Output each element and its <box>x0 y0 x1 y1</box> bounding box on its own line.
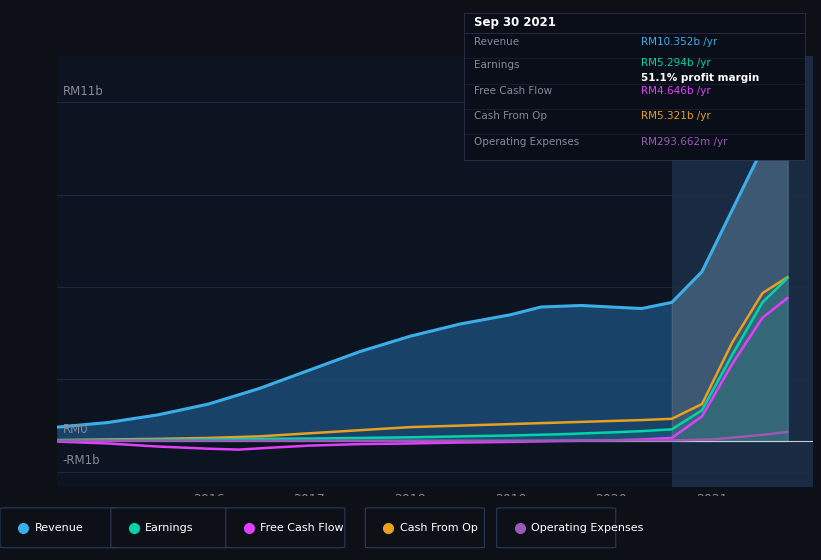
Text: RM5.294b /yr: RM5.294b /yr <box>641 58 711 68</box>
FancyBboxPatch shape <box>365 508 484 548</box>
FancyBboxPatch shape <box>497 508 616 548</box>
Text: Free Cash Flow: Free Cash Flow <box>260 523 344 533</box>
Text: RM293.662m /yr: RM293.662m /yr <box>641 137 727 147</box>
Bar <box>672 56 813 487</box>
Text: RM11b: RM11b <box>62 85 103 97</box>
Text: Free Cash Flow: Free Cash Flow <box>474 86 553 96</box>
Text: RM10.352b /yr: RM10.352b /yr <box>641 37 718 47</box>
Text: Earnings: Earnings <box>474 60 520 70</box>
Text: RM5.321b /yr: RM5.321b /yr <box>641 111 711 122</box>
Text: 51.1% profit margin: 51.1% profit margin <box>641 73 759 83</box>
FancyBboxPatch shape <box>111 508 230 548</box>
Text: Revenue: Revenue <box>474 37 519 47</box>
FancyBboxPatch shape <box>0 508 119 548</box>
FancyBboxPatch shape <box>226 508 345 548</box>
Text: Cash From Op: Cash From Op <box>474 111 547 122</box>
Text: Operating Expenses: Operating Expenses <box>531 523 644 533</box>
Text: Earnings: Earnings <box>145 523 194 533</box>
Text: -RM1b: -RM1b <box>62 454 100 467</box>
Text: Operating Expenses: Operating Expenses <box>474 137 580 147</box>
Text: Sep 30 2021: Sep 30 2021 <box>474 16 556 29</box>
Text: RM0: RM0 <box>62 423 88 436</box>
Text: Revenue: Revenue <box>34 523 83 533</box>
Text: RM4.646b /yr: RM4.646b /yr <box>641 86 711 96</box>
Text: Cash From Op: Cash From Op <box>400 523 478 533</box>
